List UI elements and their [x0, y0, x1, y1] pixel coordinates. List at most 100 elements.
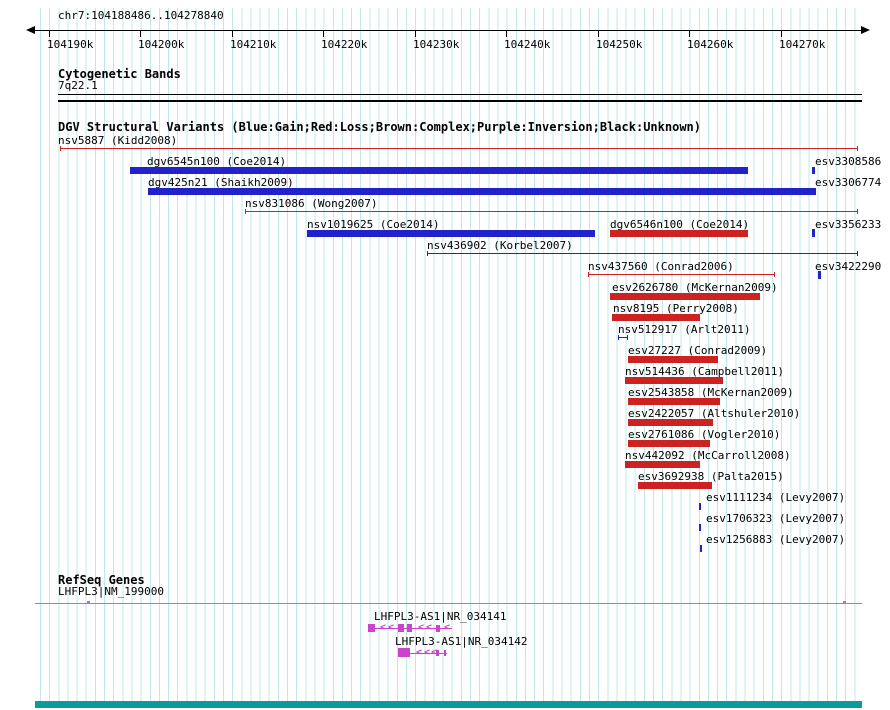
variant-glyph-bar[interactable] — [625, 461, 700, 468]
section-title-dgv: DGV Structural Variants (Blue:Gain;Red:L… — [58, 120, 701, 134]
variant-label[interactable]: nsv5887 (Kidd2008) — [58, 134, 178, 147]
transcript-exon[interactable] — [407, 624, 412, 632]
variant-label[interactable]: nsv831086 (Wong2007) — [245, 197, 378, 210]
variant-glyph-tick[interactable] — [699, 524, 701, 531]
ruler-tick-label: 104240k — [504, 38, 551, 51]
transcript-line[interactable] — [398, 653, 447, 654]
variant-label[interactable]: esv1111234 (Levy2007) — [706, 491, 846, 504]
transcript-exon[interactable] — [436, 625, 440, 632]
variant-label[interactable]: esv1706323 (Levy2007) — [706, 512, 846, 525]
variant-label[interactable]: esv3692938 (Palta2015) — [638, 470, 784, 483]
transcript-exon[interactable] — [398, 624, 404, 632]
ruler-tick — [49, 30, 50, 37]
variant-label[interactable]: nsv442092 (McCarroll2008) — [625, 449, 791, 462]
strand-chevron-icon: < — [426, 622, 433, 633]
variant-label[interactable]: esv3306774 ( — [815, 176, 890, 189]
variant-glyph-bar[interactable] — [628, 440, 710, 447]
ruler-tick-label: 104260k — [687, 38, 734, 51]
variant-glyph-bar[interactable] — [610, 293, 760, 300]
variant-label[interactable]: esv1256883 (Levy2007) — [706, 533, 846, 546]
strand-chevron-icon: < — [431, 647, 438, 658]
ruler-tick — [140, 30, 141, 37]
ruler-tick-label: 104250k — [596, 38, 643, 51]
transcript-label[interactable]: LHFPL3-AS1|NR_034141 — [374, 610, 507, 623]
ruler-tick-label: 104230k — [413, 38, 460, 51]
variant-glyph-bar[interactable] — [625, 377, 723, 384]
variant-glyph-bar[interactable] — [628, 419, 713, 426]
cytoband-line — [58, 94, 862, 95]
variant-label[interactable]: nsv512917 (Arlt2011) — [618, 323, 751, 336]
gene-line[interactable] — [35, 603, 862, 604]
ruler-tick-label: 104210k — [230, 38, 277, 51]
variant-glyph-tick[interactable] — [812, 167, 815, 174]
variant-glyph-tick[interactable] — [700, 545, 702, 552]
ruler-left-arrow-icon — [26, 26, 35, 34]
variant-glyph-line[interactable] — [427, 251, 858, 256]
ruler-tick-label: 104270k — [779, 38, 826, 51]
ruler-tick-label: 104220k — [321, 38, 368, 51]
ruler-tick — [506, 30, 507, 37]
variant-glyph-line[interactable] — [60, 146, 858, 151]
variant-glyph-bar[interactable] — [307, 230, 595, 237]
variant-label[interactable]: esv3422290 ( — [815, 260, 890, 273]
transcript-exon[interactable] — [436, 650, 439, 656]
ruler-line — [35, 30, 862, 31]
transcript-exon[interactable] — [398, 648, 410, 657]
section-title-cytobands: Cytogenetic Bands — [58, 67, 181, 81]
variant-glyph-bar[interactable] — [628, 356, 718, 363]
section-title-refseq: RefSeq Genes — [58, 573, 145, 587]
ruler-tick-label: 104190k — [47, 38, 94, 51]
strand-chevron-icon: < — [418, 622, 425, 633]
variant-label[interactable]: dgv425n21 (Shaikh2009) — [148, 176, 294, 189]
variant-glyph-line[interactable] — [588, 272, 775, 277]
transcript-label[interactable]: LHFPL3-AS1|NR_034142 — [395, 635, 528, 648]
transcript-exon[interactable] — [368, 624, 375, 632]
ruler-tick-label: 104200k — [138, 38, 185, 51]
gene-exon-bump — [87, 601, 90, 604]
strand-chevron-icon: < — [416, 647, 423, 658]
variant-glyph-bar[interactable] — [638, 482, 712, 489]
ruler-tick — [232, 30, 233, 37]
variant-label[interactable]: esv2543858 (McKernan2009) — [628, 386, 794, 399]
variant-label[interactable]: nsv437560 (Conrad2006) — [588, 260, 734, 273]
variant-label[interactable]: esv3356233 ( — [815, 218, 890, 231]
variant-glyph-line[interactable] — [618, 335, 628, 340]
ruler-tick — [323, 30, 324, 37]
variant-label[interactable]: esv3308586 ( — [815, 155, 890, 168]
strand-chevron-icon: < — [388, 622, 395, 633]
variant-label[interactable]: nsv8195 (Perry2008) — [613, 302, 739, 315]
variant-label[interactable]: dgv6545n100 (Coe2014) — [147, 155, 287, 168]
cytoband-line — [58, 100, 862, 102]
variant-glyph-tick[interactable] — [699, 503, 701, 510]
gene-label-lhfpl3: LHFPL3|NM_199000 — [58, 585, 164, 598]
variant-label[interactable]: esv2422057 (Altshuler2010) — [628, 407, 801, 420]
ruler-tick — [689, 30, 690, 37]
region-label: chr7:104188486..104278840 — [58, 9, 224, 22]
variant-glyph-bar[interactable] — [130, 167, 748, 174]
variant-glyph-bar[interactable] — [612, 314, 700, 321]
ruler-right-arrow-icon — [861, 26, 870, 34]
variant-label[interactable]: esv27227 (Conrad2009) — [628, 344, 768, 357]
strand-chevron-icon: < — [380, 622, 387, 633]
variant-label[interactable]: nsv436902 (Korbel2007) — [427, 239, 573, 252]
variant-label[interactable]: nsv514436 (Campbell2011) — [625, 365, 784, 378]
ruler-tick — [781, 30, 782, 37]
footer-bar — [35, 701, 862, 708]
variant-glyph-bar[interactable] — [610, 230, 748, 237]
transcript-exon[interactable] — [444, 650, 446, 656]
variant-glyph-line[interactable] — [245, 209, 858, 214]
ruler-tick — [415, 30, 416, 37]
variant-label[interactable]: esv2761086 (Vogler2010) — [628, 428, 781, 441]
variant-label[interactable]: nsv1019625 (Coe2014) — [307, 218, 440, 231]
variant-glyph-bar[interactable] — [148, 188, 816, 195]
strand-chevron-icon: < — [424, 647, 431, 658]
variant-glyph-tick[interactable] — [812, 229, 815, 237]
strand-chevron-icon: < — [444, 622, 451, 633]
ruler-tick — [598, 30, 599, 37]
variant-label[interactable]: dgv6546n100 (Coe2014) — [610, 218, 750, 231]
variant-glyph-bar[interactable] — [628, 398, 720, 405]
cytoband-label: 7q22.1 — [58, 79, 98, 92]
variant-label[interactable]: esv2626780 (McKernan2009) — [612, 281, 778, 294]
variant-glyph-tick[interactable] — [818, 271, 821, 279]
